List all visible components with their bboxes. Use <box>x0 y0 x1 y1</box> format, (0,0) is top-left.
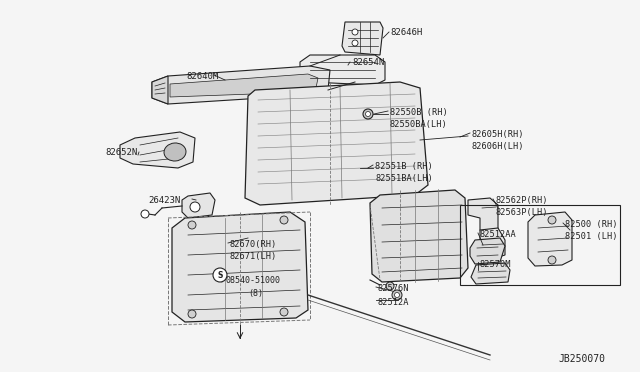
Circle shape <box>394 292 399 298</box>
Text: 82654N: 82654N <box>352 58 384 67</box>
Polygon shape <box>152 76 168 104</box>
Polygon shape <box>471 263 510 284</box>
Circle shape <box>190 202 200 212</box>
Circle shape <box>386 282 394 290</box>
Text: 82652N: 82652N <box>105 148 137 157</box>
Polygon shape <box>182 193 215 218</box>
Polygon shape <box>245 82 428 205</box>
Polygon shape <box>300 55 385 85</box>
Text: 82562P(RH): 82562P(RH) <box>495 196 547 205</box>
Circle shape <box>213 268 227 282</box>
Circle shape <box>280 308 288 316</box>
Text: 82570M: 82570M <box>480 260 511 269</box>
Circle shape <box>392 290 402 300</box>
Circle shape <box>188 310 196 318</box>
Text: S: S <box>218 270 223 279</box>
Polygon shape <box>468 198 498 238</box>
Text: 82646H: 82646H <box>390 28 422 37</box>
Text: 82606H(LH): 82606H(LH) <box>472 142 525 151</box>
Text: (8): (8) <box>248 289 263 298</box>
Circle shape <box>280 216 288 224</box>
Circle shape <box>363 109 373 119</box>
Text: 82550B (RH): 82550B (RH) <box>390 108 448 117</box>
Text: 82551B (RH): 82551B (RH) <box>375 162 433 171</box>
Text: 82576N: 82576N <box>378 284 410 293</box>
Bar <box>460 205 620 285</box>
Circle shape <box>365 112 371 116</box>
Text: 82501 (LH): 82501 (LH) <box>565 232 618 241</box>
Text: 82671(LH): 82671(LH) <box>230 252 277 261</box>
Text: JB250070: JB250070 <box>558 354 605 364</box>
Circle shape <box>548 216 556 224</box>
Polygon shape <box>342 22 383 55</box>
Circle shape <box>352 29 358 35</box>
Text: 82563P(LH): 82563P(LH) <box>495 208 547 217</box>
Text: 26423N: 26423N <box>148 196 180 205</box>
Text: 82500 (RH): 82500 (RH) <box>565 220 618 229</box>
Circle shape <box>548 256 556 264</box>
Text: 82605H(RH): 82605H(RH) <box>472 130 525 139</box>
Polygon shape <box>470 238 505 264</box>
Text: 82551BA(LH): 82551BA(LH) <box>375 174 433 183</box>
Polygon shape <box>370 190 468 282</box>
Polygon shape <box>480 228 505 258</box>
Text: 82640M: 82640M <box>186 72 218 81</box>
Circle shape <box>352 40 358 46</box>
Text: 08540-51000: 08540-51000 <box>226 276 281 285</box>
Circle shape <box>141 210 149 218</box>
Polygon shape <box>172 212 308 322</box>
Polygon shape <box>528 212 572 266</box>
Text: 82550BA(LH): 82550BA(LH) <box>390 120 448 129</box>
Text: 82512A: 82512A <box>378 298 410 307</box>
Polygon shape <box>152 66 330 104</box>
Circle shape <box>188 221 196 229</box>
Text: 82670(RH): 82670(RH) <box>230 240 277 249</box>
Polygon shape <box>170 74 318 97</box>
Text: 82512AA: 82512AA <box>480 230 516 239</box>
Ellipse shape <box>164 143 186 161</box>
Polygon shape <box>120 132 195 168</box>
